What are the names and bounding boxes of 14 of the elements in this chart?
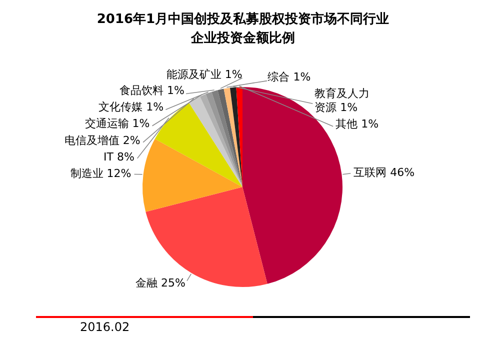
slice-label: 交通运输 1% bbox=[84, 117, 150, 130]
slice-label: 综合 1% bbox=[268, 70, 311, 84]
slice-label: 食品饮料 1% bbox=[120, 84, 184, 98]
chart-title: 2016年1月中国创投及私募股权投资市场不同行业企业投资金额比例 bbox=[96, 10, 390, 48]
slice-label: 电信及增值 2% bbox=[64, 134, 140, 147]
slice-label: 金融 25% bbox=[136, 276, 186, 290]
slice-label: 制造业 12% bbox=[70, 166, 132, 180]
slice-label: 其他 1% bbox=[336, 118, 379, 131]
slice-label: IT 8% bbox=[103, 150, 134, 164]
slice-label: 能源及矿业 1% bbox=[166, 68, 242, 81]
slice-label: 教育及人力资源 1% bbox=[314, 87, 370, 114]
slice-label: 文化传媒 1% bbox=[98, 100, 164, 114]
slice-label: 互联网 46% bbox=[354, 166, 415, 179]
text: 2016.02 bbox=[80, 320, 130, 334]
